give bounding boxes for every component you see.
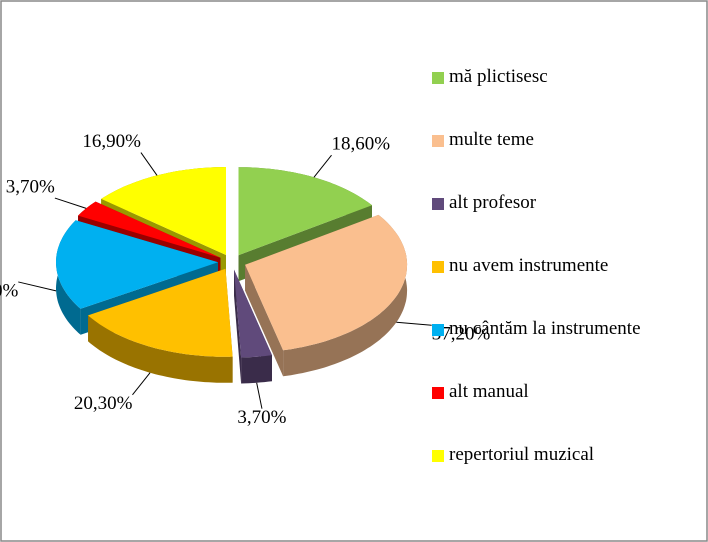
legend-label: alt profesor [449,192,537,213]
leader-line [140,152,158,176]
slice-side [283,214,408,377]
legend-label: repertoriul muzical [449,444,595,465]
legend-swatch [432,261,444,273]
slice [88,268,233,383]
legend-item: multe teme [432,129,694,151]
leader-line [256,382,263,409]
data-label: 16,90% [82,131,141,152]
legend-label: mă plictisesc [449,66,548,87]
legend-item: alt manual [432,381,694,403]
slice [56,220,218,309]
leader-line [54,197,87,209]
slice [238,167,372,256]
legend-item: alt profesor [432,192,694,214]
legend-item: mă plictisesc [432,66,694,88]
leader-line [18,281,57,292]
leader-line [313,154,332,178]
legend-swatch [432,135,444,147]
slice [245,214,408,377]
slice-side [245,264,284,377]
data-label: 37,20% [432,324,491,345]
slice [78,201,221,258]
legend-swatch [432,198,444,210]
slice [245,214,408,351]
legend-item: nu cântăm la instrumente [432,318,694,340]
legend-label: multe teme [449,129,534,150]
legend-label: nu avem instrumente [449,255,609,276]
legend-label: nu cântăm la instrumente [449,318,641,339]
legend-swatch [432,324,444,336]
data-label: 3,70% [237,407,286,428]
legend-swatch [432,387,444,399]
legend-item: repertoriul muzical [432,444,694,466]
slice-side [88,315,233,383]
leader-line [396,321,432,326]
legend: mă plictisesc multe teme alt profesor nu av… [432,66,694,507]
slice [101,167,226,255]
data-label: 20,30% [0,280,18,301]
legend-swatch [432,72,444,84]
data-label: 20,30% [74,393,133,414]
leader-line [132,372,151,396]
slice [234,269,272,358]
slice [234,269,272,384]
legend-item: nu avem instrumente [432,255,694,277]
slice [88,268,233,357]
slice-side [234,269,242,384]
legend-swatch [432,450,444,462]
data-label: 3,70% [6,176,55,197]
slice-side [241,355,272,384]
legend-label: alt manual [449,381,529,402]
data-label: 18,60% [332,134,391,155]
